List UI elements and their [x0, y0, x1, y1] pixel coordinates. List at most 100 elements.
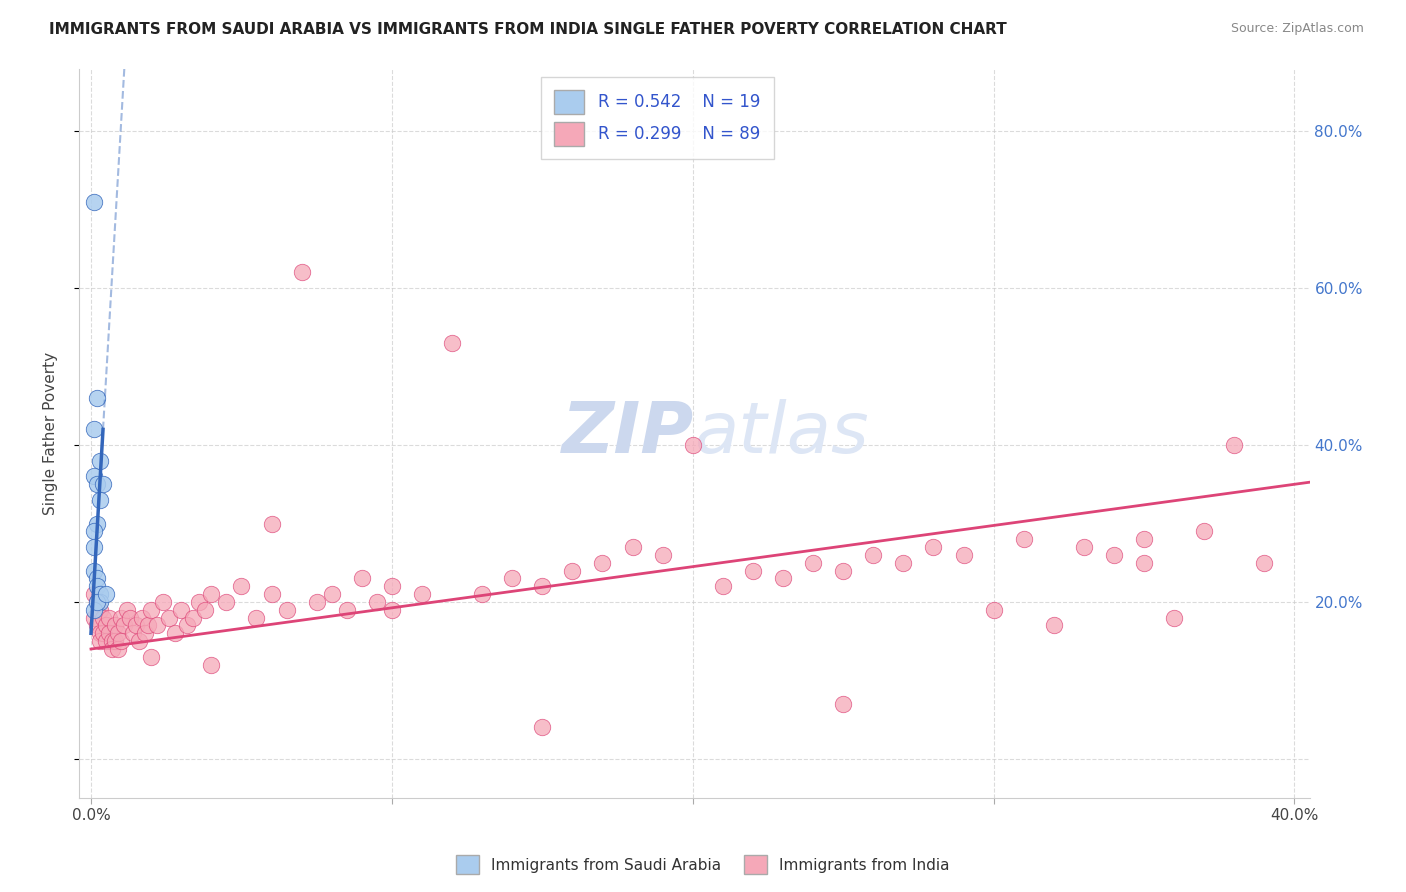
Point: [276, 603, 298, 617]
Point: [86, 595, 108, 609]
Point: [83, 587, 105, 601]
Point: [952, 548, 974, 562]
Point: [86, 579, 108, 593]
Point: [350, 571, 373, 585]
Point: [89, 634, 111, 648]
Point: [1253, 556, 1275, 570]
Point: [1133, 532, 1156, 546]
Point: [801, 556, 824, 570]
Point: [86, 391, 108, 405]
Point: [200, 657, 222, 672]
Point: [89, 493, 111, 508]
Point: [471, 587, 494, 601]
Point: [181, 610, 204, 624]
Point: [83, 422, 105, 436]
Point: [136, 618, 159, 632]
Point: [741, 564, 763, 578]
Point: [682, 438, 704, 452]
Point: [146, 618, 169, 632]
Point: [711, 579, 734, 593]
Point: [305, 595, 328, 609]
Point: [134, 626, 156, 640]
Point: [101, 642, 124, 657]
Y-axis label: Single Father Poverty: Single Father Poverty: [44, 351, 58, 515]
Point: [260, 587, 283, 601]
Point: [1163, 610, 1185, 624]
Point: [141, 603, 163, 617]
Point: [115, 603, 138, 617]
Point: [86, 571, 108, 585]
Point: [91, 626, 114, 640]
Point: [215, 595, 238, 609]
Text: atlas: atlas: [695, 399, 869, 467]
Point: [561, 564, 583, 578]
Legend: R = 0.542    N = 19, R = 0.299    N = 89: R = 0.542 N = 19, R = 0.299 N = 89: [541, 77, 773, 159]
Point: [1012, 532, 1035, 546]
Point: [922, 540, 945, 554]
Point: [772, 571, 794, 585]
Point: [107, 642, 129, 657]
Point: [89, 626, 111, 640]
Point: [1073, 540, 1095, 554]
Point: [110, 610, 132, 624]
Legend: Immigrants from Saudi Arabia, Immigrants from India: Immigrants from Saudi Arabia, Immigrants…: [450, 849, 956, 880]
Point: [89, 595, 111, 609]
Point: [366, 595, 388, 609]
Point: [531, 579, 554, 593]
Point: [83, 564, 105, 578]
Point: [381, 579, 404, 593]
Point: [120, 610, 142, 624]
Point: [125, 618, 148, 632]
Point: [501, 571, 523, 585]
Point: [381, 603, 404, 617]
Point: [1133, 556, 1156, 570]
Point: [91, 610, 114, 624]
Point: [128, 634, 150, 648]
Point: [86, 516, 108, 531]
Point: [122, 626, 145, 640]
Point: [83, 540, 105, 554]
Point: [107, 626, 129, 640]
Point: [110, 634, 132, 648]
Text: Source: ZipAtlas.com: Source: ZipAtlas.com: [1230, 22, 1364, 36]
Point: [98, 626, 121, 640]
Point: [321, 587, 343, 601]
Point: [131, 610, 153, 624]
Point: [101, 634, 124, 648]
Point: [98, 610, 121, 624]
Point: [83, 603, 105, 617]
Point: [89, 587, 111, 601]
Point: [1192, 524, 1215, 539]
Point: [86, 618, 108, 632]
Point: [188, 595, 211, 609]
Point: [1042, 618, 1064, 632]
Point: [83, 194, 105, 209]
Point: [621, 540, 644, 554]
Point: [1102, 548, 1125, 562]
Point: [91, 477, 114, 491]
Point: [194, 603, 217, 617]
Point: [89, 454, 111, 468]
Point: [94, 587, 117, 601]
Point: [336, 603, 359, 617]
Point: [1223, 438, 1246, 452]
Point: [983, 603, 1005, 617]
Point: [83, 524, 105, 539]
Point: [832, 564, 855, 578]
Point: [891, 556, 914, 570]
Point: [176, 618, 198, 632]
Point: [291, 265, 314, 279]
Point: [94, 634, 117, 648]
Point: [104, 618, 127, 632]
Point: [231, 579, 253, 593]
Point: [104, 634, 127, 648]
Point: [260, 516, 283, 531]
Point: [170, 603, 193, 617]
Point: [832, 697, 855, 711]
Point: [94, 618, 117, 632]
Point: [165, 626, 187, 640]
Point: [83, 469, 105, 483]
Point: [157, 610, 180, 624]
Point: [531, 721, 554, 735]
Text: ZIP: ZIP: [562, 399, 695, 467]
